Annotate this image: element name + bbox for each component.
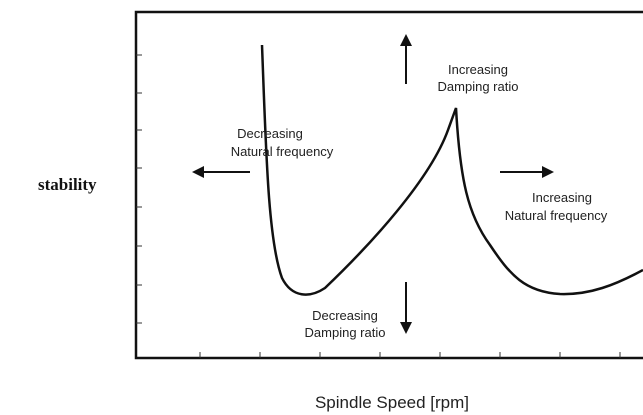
ticks (136, 54, 621, 358)
annotation: Increasing (448, 62, 508, 77)
annotation: Decreasing (237, 126, 303, 141)
annotation: Decreasing (312, 308, 378, 323)
stability-curve (260, 44, 643, 296)
arrows (192, 34, 554, 334)
annotation: Natural frequency (505, 208, 608, 223)
y-axis-label: stability (38, 175, 97, 194)
x-axis-label: Spindle Speed [rpm] (315, 393, 469, 412)
plot-frame (134, 10, 643, 360)
annotation: Damping ratio (438, 79, 519, 94)
annotation: Natural frequency (231, 144, 334, 159)
annotation: Damping ratio (305, 325, 386, 340)
annotation: Increasing (532, 190, 592, 205)
